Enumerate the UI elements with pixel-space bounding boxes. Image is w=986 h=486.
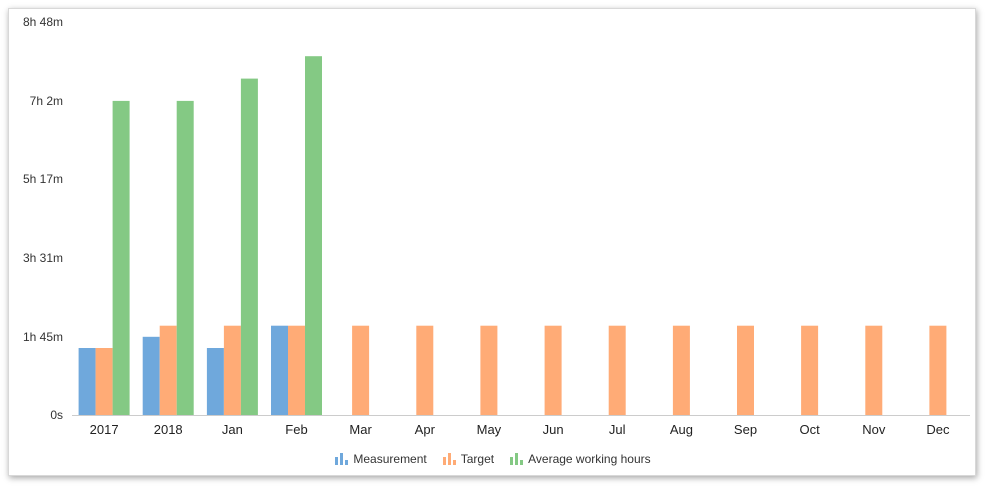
bar-target[interactable] (480, 325, 498, 415)
legend-label-measurement: Measurement (353, 452, 427, 466)
y-tick-label: 3h 31m (23, 251, 63, 265)
bar-measurement[interactable] (78, 348, 96, 415)
bar-average-working-hours[interactable] (176, 100, 194, 416)
x-tick-label: Aug (670, 422, 693, 437)
bars (78, 56, 947, 416)
bar-target[interactable] (865, 325, 883, 415)
bar-measurement[interactable] (142, 336, 160, 415)
x-tick-label: Sep (734, 422, 757, 437)
bar-target[interactable] (159, 325, 177, 415)
x-tick-label: Jun (543, 422, 564, 437)
bar-target[interactable] (352, 325, 370, 415)
bar-measurement[interactable] (271, 325, 288, 415)
x-tick-label: Oct (799, 422, 820, 437)
bar-average-working-hours[interactable] (112, 100, 130, 416)
y-tick-label: 5h 17m (23, 172, 63, 186)
bar-target[interactable] (416, 325, 434, 415)
bar-chart-icon (442, 453, 456, 465)
y-tick-label: 1h 45m (23, 330, 63, 344)
x-tick-label: 2017 (90, 422, 119, 437)
bar-chart-icon (335, 453, 349, 465)
y-tick-label: 8h 48m (23, 15, 63, 29)
bar-target[interactable] (737, 325, 754, 415)
bar-target[interactable] (801, 325, 819, 415)
x-tick-label: Nov (862, 422, 886, 437)
y-tick-label: 7h 2m (30, 94, 63, 108)
x-tick-label: Apr (415, 422, 436, 437)
legend-label-average-working-hours: Average working hours (528, 452, 651, 466)
bar-target[interactable] (608, 325, 626, 415)
bar-measurement[interactable] (206, 348, 224, 415)
x-tick-label: Jan (222, 422, 243, 437)
x-axis: 2017 2018 Jan Feb Mar Apr May Jun Jul Aug Sep Oct No… (72, 415, 970, 437)
bar-average-working-hours[interactable] (240, 78, 258, 415)
bar-average-working-hours[interactable] (305, 56, 322, 415)
legend-item-target[interactable]: Target (442, 452, 495, 466)
x-tick-label: 2018 (154, 422, 183, 437)
x-tick-label: Mar (349, 422, 372, 437)
bar-target[interactable] (95, 348, 113, 415)
y-axis: 0s 1h 45m 3h 31m 5h 17m 7h 2m 8h 48m (23, 15, 63, 422)
bar-chart-icon (510, 453, 524, 465)
legend-item-measurement[interactable]: Measurement (335, 452, 427, 466)
y-tick-label: 0s (50, 408, 63, 422)
x-tick-label: Jul (609, 422, 626, 437)
bar-target[interactable] (288, 325, 305, 415)
bar-target[interactable] (544, 325, 562, 415)
x-tick-label: May (477, 422, 502, 437)
legend-item-average-working-hours[interactable]: Average working hours (510, 452, 651, 466)
bar-target[interactable] (223, 325, 241, 415)
x-tick-label: Dec (926, 422, 950, 437)
legend-label-target: Target (460, 452, 495, 466)
x-tick-label: Feb (285, 422, 307, 437)
legend: Measurement Target Average working hours (0, 452, 986, 466)
bar-target[interactable] (672, 325, 690, 415)
bar-target[interactable] (929, 325, 947, 415)
